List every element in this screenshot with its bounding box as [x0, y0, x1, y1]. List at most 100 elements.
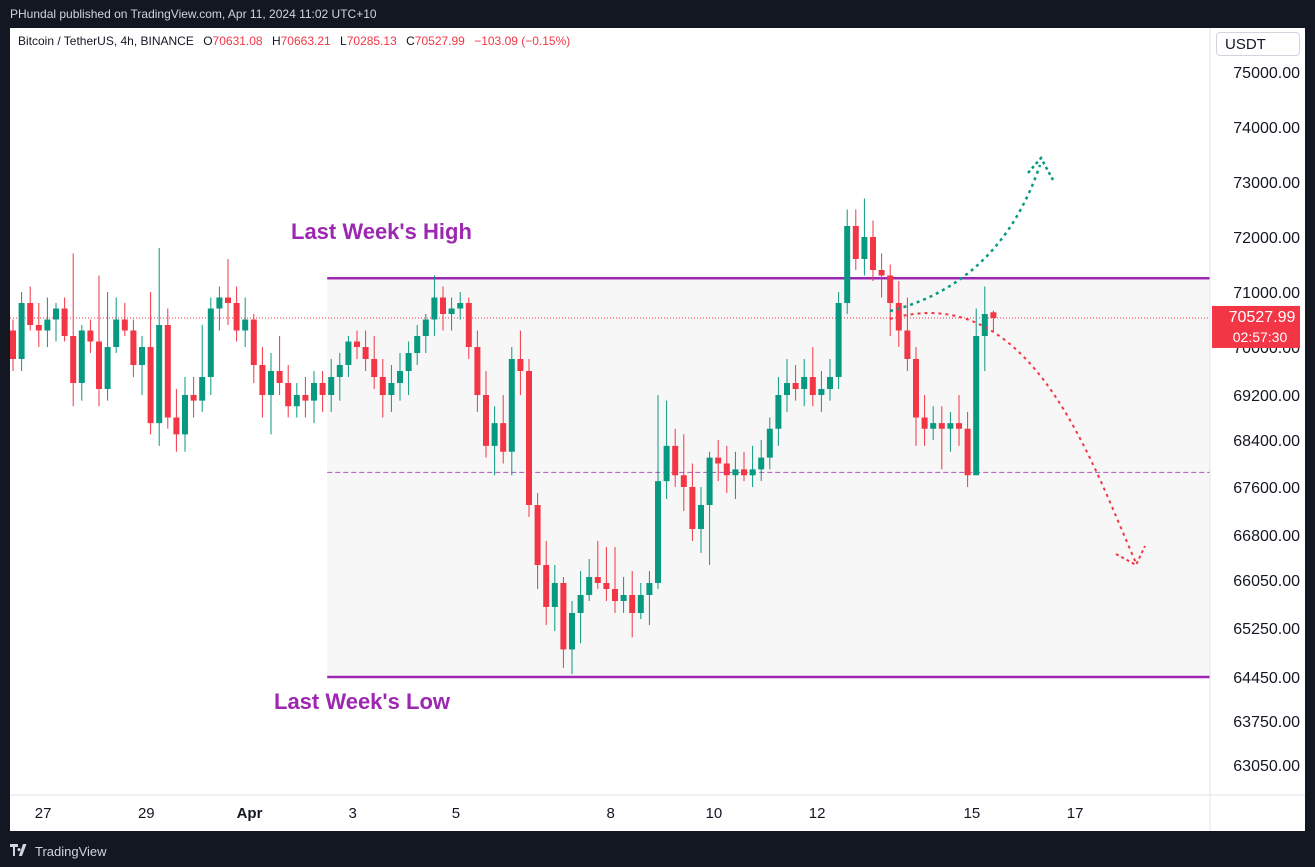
candle-body	[990, 312, 997, 318]
open-label: O	[203, 34, 213, 48]
candle-body	[405, 353, 412, 371]
range-layer	[10, 277, 1210, 679]
candle-body	[741, 469, 747, 476]
candle-body	[594, 577, 601, 583]
bullish-projection-arrow	[889, 164, 1042, 313]
price-tick-label: 71000.00	[1233, 285, 1300, 302]
price-tick-label: 65250.00	[1233, 621, 1300, 638]
time-tick-label: 10	[706, 805, 723, 822]
price-tick-label: 73000.00	[1233, 175, 1300, 192]
candle-body	[784, 383, 790, 395]
price-tick-label: 64450.00	[1233, 670, 1300, 687]
candle-body	[474, 347, 481, 395]
candle-body	[121, 319, 128, 331]
candle-body	[930, 423, 937, 429]
candle-body	[646, 583, 653, 595]
last-week-high-label: Last Week's High	[291, 219, 472, 244]
candle-body	[577, 595, 584, 613]
candle-body	[311, 383, 317, 401]
candle-body	[371, 359, 378, 377]
publisher-info: PHundal published on TradingView.com, Ap…	[10, 7, 377, 21]
candle-body	[672, 445, 679, 476]
candle-body	[276, 371, 283, 383]
price-tick-label: 66800.00	[1233, 528, 1300, 545]
time-tick-label: 5	[452, 805, 460, 822]
candle-body	[887, 275, 894, 303]
candle-body	[233, 303, 240, 331]
candle-body	[775, 395, 782, 429]
candle-body	[723, 463, 730, 476]
candle-body	[637, 595, 644, 613]
candle-body	[680, 475, 687, 487]
candle-body	[156, 325, 163, 424]
candle-body	[285, 383, 292, 407]
candle-body	[18, 303, 25, 359]
candle-body	[440, 297, 446, 314]
candle-body	[35, 325, 42, 331]
candle-body	[448, 308, 455, 314]
price-tick-label: 68400.00	[1233, 433, 1300, 450]
currency-label: USDT	[1225, 36, 1266, 53]
candle-body	[569, 613, 575, 650]
candle-body	[981, 314, 988, 336]
candle-body	[465, 303, 472, 347]
candle-body	[612, 589, 618, 601]
candle-body	[809, 377, 816, 395]
candle-body	[242, 319, 249, 331]
candle-body	[551, 583, 558, 607]
price-chart[interactable]: 75000.00 74000.00 73000.00 72000.00 71000.00…	[10, 28, 1305, 831]
chart-panel[interactable]: 75000.00 74000.00 73000.00 72000.00 71000.00…	[10, 28, 1305, 831]
candle-body	[870, 237, 876, 270]
candle-body	[913, 359, 919, 418]
candle-body	[818, 389, 825, 395]
candle-body	[904, 330, 911, 359]
candle-body	[861, 237, 868, 259]
candle-body	[655, 481, 661, 583]
candle-body	[113, 319, 120, 347]
symbol-description[interactable]: Bitcoin / TetherUS, 4h, BINANCE	[18, 34, 194, 48]
candle-body	[53, 308, 59, 320]
low-label: L	[340, 34, 347, 48]
candle-body	[715, 457, 722, 464]
candle-body	[766, 428, 773, 458]
overlay-layer	[889, 155, 1146, 567]
candle-body	[225, 297, 231, 303]
candle-body	[749, 469, 756, 476]
change-value: −103.09 (−0.15%)	[474, 34, 571, 48]
candle-body	[629, 595, 636, 613]
candle-body	[586, 577, 593, 595]
time-tick-label: 29	[138, 805, 155, 822]
brand-name: TradingView	[35, 843, 107, 859]
price-tick-label: 67600.00	[1233, 480, 1300, 497]
time-tick-label: 8	[607, 805, 615, 822]
candle-body	[259, 365, 266, 395]
candle-body	[758, 457, 765, 470]
candle-body	[216, 297, 223, 309]
bullish-arrowhead	[1027, 155, 1055, 181]
time-tick-label: 17	[1067, 805, 1084, 822]
last-week-low-label: Last Week's Low	[274, 689, 450, 714]
price-tick-label: 72000.00	[1233, 230, 1300, 247]
candle-body	[878, 270, 885, 276]
candle-body	[732, 469, 739, 476]
candle-body	[70, 336, 77, 383]
candle-body	[517, 359, 524, 371]
candle-body	[431, 297, 438, 320]
candle-body	[921, 417, 928, 429]
candle-body	[61, 308, 68, 336]
candle-body	[500, 423, 507, 452]
close-value: 70527.99	[414, 34, 465, 48]
close-label: C	[406, 34, 415, 48]
candle-body	[663, 445, 670, 482]
time-tick-label: 15	[964, 805, 981, 822]
candle-body	[689, 487, 696, 529]
candle-body	[457, 303, 464, 309]
time-axis: 27 29 Apr 3 5 8 10 12 15 17	[35, 805, 1084, 822]
candle-body	[173, 417, 180, 435]
currency-selector-button[interactable]: USDT	[1216, 32, 1300, 56]
candle-body	[964, 428, 971, 476]
price-tick-label: 63750.00	[1233, 714, 1300, 731]
candle-body	[147, 347, 154, 424]
candle-body	[526, 371, 532, 505]
candle-body	[956, 423, 962, 429]
